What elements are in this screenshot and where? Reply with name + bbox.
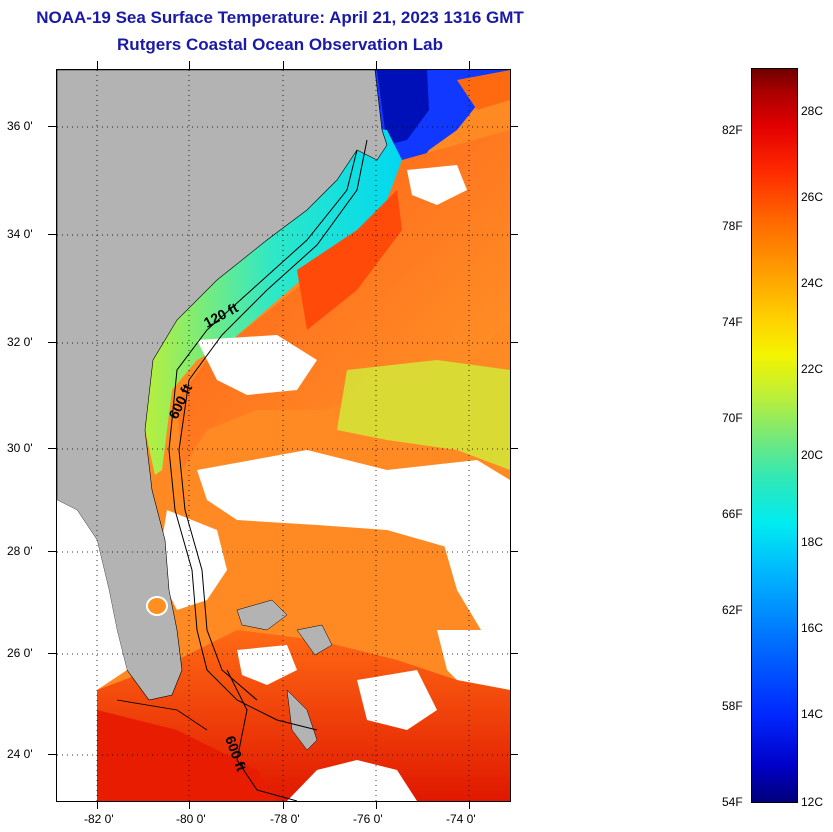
graticule <box>57 70 510 801</box>
colorbar-label-62f: 62F <box>722 603 743 617</box>
lon-label-74: -74 0' <box>446 812 476 826</box>
colorbar-label-18c: 18C <box>801 535 824 549</box>
lake-feature <box>146 596 168 616</box>
colorbar-label-12c: 12C <box>801 795 824 809</box>
colorbar-label-74f: 74F <box>722 315 743 329</box>
lat-label-34: 34 0' <box>7 227 33 241</box>
colorbar-label-14c: 14C <box>801 707 824 721</box>
depth-contour-120ft <box>168 149 358 731</box>
map-subtitle: Rutgers Coastal Ocean Observation Lab <box>117 35 443 54</box>
map-title: NOAA-19 Sea Surface Temperature: April 2… <box>36 8 524 27</box>
lat-label-32: 32 0' <box>7 335 33 349</box>
colorbar-label-26c: 26C <box>801 190 824 204</box>
colorbar-label-54f: 54F <box>722 795 743 809</box>
lon-label-76: -76 0' <box>353 812 383 826</box>
lat-label-26: 26 0' <box>7 646 33 660</box>
lat-label-28: 28 0' <box>7 544 33 558</box>
colorbar-label-20c: 20C <box>801 448 824 462</box>
sst-map: 120 ft 600 ft 600 ft <box>56 69 511 802</box>
colorbar-label-24c: 24C <box>801 276 824 290</box>
colorbar-label-82f: 82F <box>722 123 743 137</box>
lon-label-80: -80 0' <box>176 812 206 826</box>
colorbar-label-16c: 16C <box>801 621 824 635</box>
colorbar-label-78f: 78F <box>722 219 743 233</box>
sst-map-image: 120 ft 600 ft 600 ft <box>57 70 510 801</box>
island <box>236 599 288 631</box>
temperature-colorbar <box>751 68 798 803</box>
colorbar-label-22c: 22C <box>801 362 824 376</box>
colorbar-label-58f: 58F <box>722 699 743 713</box>
cloud-cover <box>197 335 317 395</box>
land-mass <box>57 70 388 701</box>
lat-label-24: 24 0' <box>7 747 33 761</box>
colorbar-label-66f: 66F <box>722 507 743 521</box>
lat-label-30: 30 0' <box>7 441 33 455</box>
colorbar-label-70f: 70F <box>722 411 743 425</box>
lon-label-78: -78 0' <box>270 812 300 826</box>
shelf-cool-band <box>145 125 402 475</box>
colorbar-label-28c: 28C <box>801 104 824 118</box>
lon-label-82: -82 0' <box>84 812 114 826</box>
lat-label-36: 36 0' <box>7 119 33 133</box>
depth-contour-600ft <box>178 139 368 701</box>
